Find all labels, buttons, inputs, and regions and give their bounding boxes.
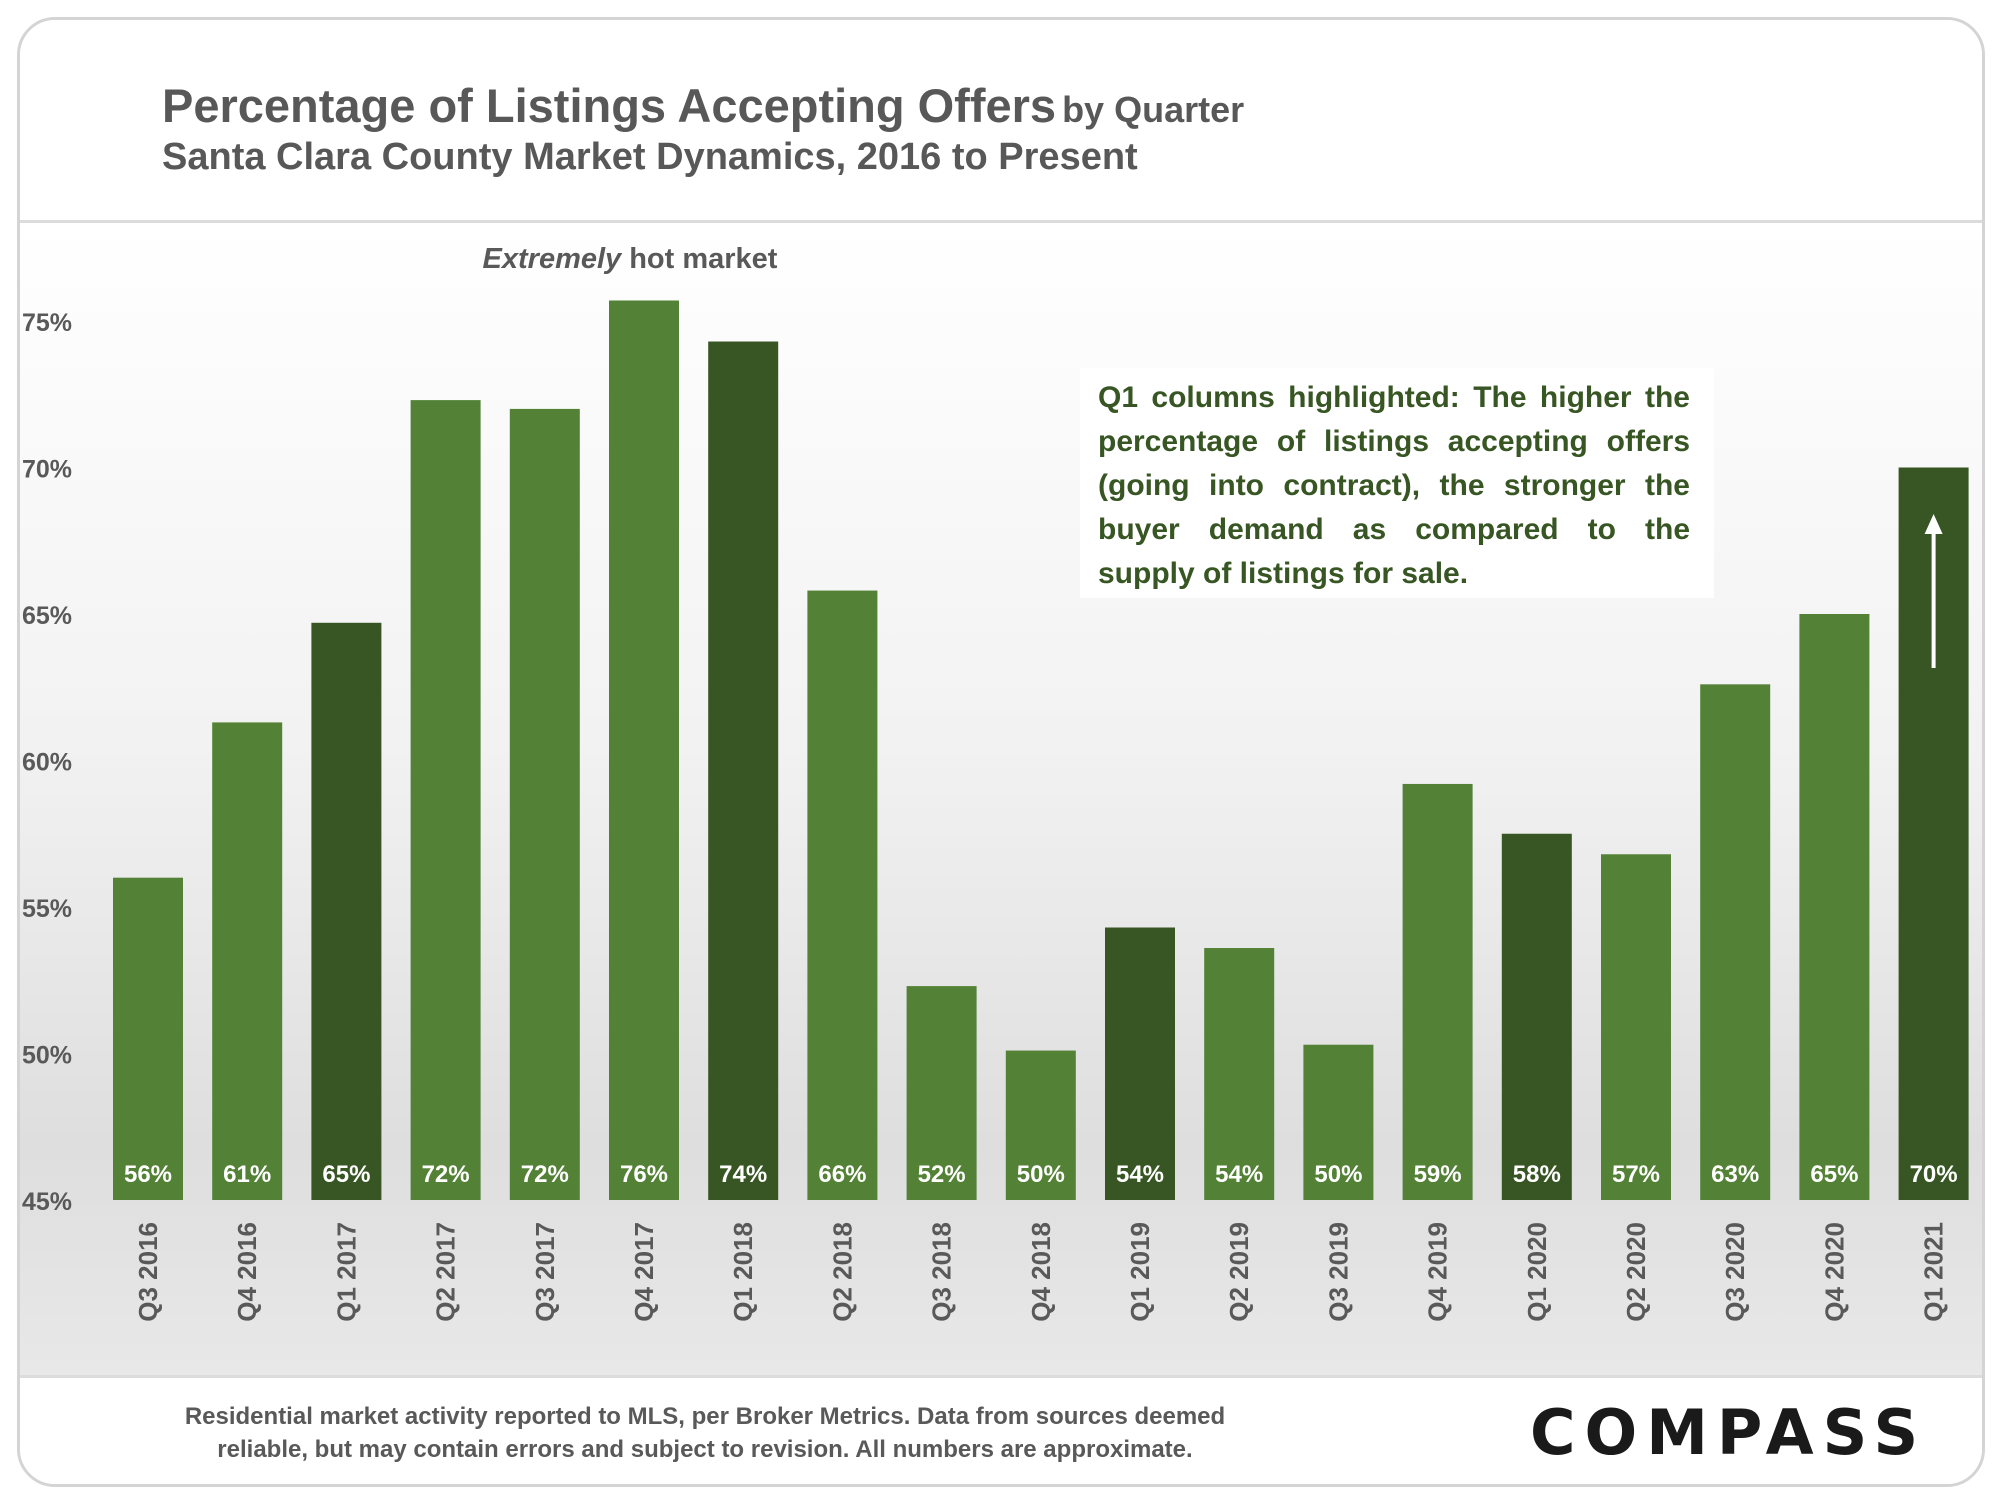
bar-data-label: 65% — [1810, 1161, 1858, 1188]
bar — [212, 722, 283, 1200]
bar — [113, 877, 183, 1200]
x-tick-label: Q4 2017 — [629, 1222, 659, 1322]
bar-data-label: 54% — [1215, 1161, 1263, 1188]
hot-market-rest: hot market — [629, 243, 778, 275]
chart-header: Percentage of Listings Accepting Offers b… — [20, 20, 1982, 223]
annotations-group: Extremely hot market — [483, 243, 1943, 668]
compass-logo: COMPASS — [1530, 1396, 1928, 1469]
bar — [906, 986, 977, 1200]
x-tick-label: Q3 2019 — [1323, 1222, 1353, 1322]
x-tick-label: Q1 2020 — [1522, 1222, 1552, 1322]
bar-data-label: 66% — [818, 1161, 866, 1188]
footnote: Residential market activity reported to … — [170, 1400, 1240, 1466]
x-tick-label: Q1 2018 — [728, 1222, 758, 1322]
bar-data-label: 76% — [620, 1161, 668, 1188]
bar-data-label: 52% — [918, 1161, 966, 1188]
bar — [1303, 1044, 1374, 1200]
x-tick-label: Q3 2017 — [530, 1222, 560, 1322]
x-tick-label: Q4 2018 — [1026, 1222, 1056, 1322]
bar — [807, 590, 878, 1200]
chart-title-main: Percentage of Listings Accepting Offers — [162, 79, 1057, 132]
x-tick-label: Q3 2016 — [133, 1222, 163, 1322]
bar-data-label: 63% — [1711, 1161, 1759, 1188]
footnote-line-1: Residential market activity reported to … — [184, 1403, 1226, 1430]
bar — [1105, 927, 1175, 1200]
bar — [1501, 833, 1572, 1200]
bar — [1700, 684, 1771, 1200]
bar-data-label: 54% — [1116, 1161, 1164, 1188]
bar — [609, 300, 679, 1200]
x-tick-label: Q1 2017 — [331, 1222, 361, 1322]
annotation-note: Q1 columns highlighted: The higher the p… — [1098, 381, 1690, 590]
bar — [1005, 1050, 1076, 1200]
bar-data-label: 50% — [1314, 1161, 1362, 1188]
y-tick-label: 55% — [22, 895, 72, 923]
annotation-box: Q1 columns highlighted: The higher the p… — [1080, 368, 1714, 598]
up-arrow-icon — [1924, 514, 1943, 534]
bar-data-label: 56% — [124, 1161, 172, 1188]
x-tick-label: Q4 2016 — [232, 1222, 262, 1322]
bar — [311, 622, 382, 1200]
bar — [708, 341, 779, 1200]
hot-market-emphasis: Extremely — [483, 243, 624, 275]
bar — [509, 408, 580, 1200]
bars-group: 56% 61% 65% 72% 72% 76% 74% 66% 52% 50% 54% 54% 50% 5… — [113, 300, 1969, 1200]
x-tick-label: Q2 2019 — [1224, 1222, 1254, 1322]
y-axis-labels: 45% 50% 55% 60% 65% 70% 75% — [22, 309, 72, 1216]
y-tick-label: 45% — [22, 1188, 72, 1216]
bar-data-label: 70% — [1910, 1161, 1958, 1188]
bar-data-label: 72% — [521, 1161, 569, 1188]
x-tick-label: Q3 2020 — [1720, 1222, 1750, 1322]
chart-title: Percentage of Listings Accepting Offers b… — [162, 78, 1244, 133]
chart-title-suffix: by Quarter — [1062, 89, 1245, 130]
hot-market-annotation: Extremely hot market — [483, 243, 778, 275]
bar-data-label: 59% — [1414, 1161, 1462, 1188]
y-tick-label: 50% — [22, 1042, 72, 1070]
x-tick-label: Q4 2019 — [1423, 1222, 1453, 1322]
footnote-line-2: reliable, but may contain errors and sub… — [217, 1436, 1193, 1463]
y-tick-label: 60% — [22, 749, 72, 777]
x-tick-label: Q4 2020 — [1819, 1222, 1849, 1322]
x-tick-label: Q1 2021 — [1919, 1222, 1949, 1322]
y-tick-label: 65% — [22, 602, 72, 630]
x-tick-label: Q1 2019 — [1125, 1222, 1155, 1322]
bar — [1601, 854, 1671, 1200]
bar — [1402, 783, 1473, 1200]
chart-footer: Residential market activity reported to … — [20, 1375, 1982, 1484]
y-tick-label: 75% — [22, 309, 72, 337]
bar — [410, 400, 481, 1200]
x-tick-label: Q2 2020 — [1621, 1222, 1651, 1322]
bar-data-label: 72% — [422, 1161, 470, 1188]
x-tick-label: Q3 2018 — [927, 1222, 957, 1322]
x-axis-labels: Q3 2016 Q4 2016 Q1 2017 Q2 2017 Q3 2017 Q4 20… — [133, 1222, 1949, 1322]
bar-data-label: 57% — [1612, 1161, 1660, 1188]
chart-subtitle: Santa Clara County Market Dynamics, 2016… — [162, 136, 1138, 178]
bar-data-label: 65% — [322, 1161, 370, 1188]
bar-data-label: 61% — [223, 1161, 271, 1188]
bar — [1799, 614, 1870, 1200]
x-tick-label: Q2 2017 — [431, 1222, 461, 1322]
bar-data-label: 58% — [1513, 1161, 1561, 1188]
x-tick-label: Q2 2018 — [827, 1222, 857, 1322]
bar — [1204, 948, 1275, 1200]
bar-data-label: 74% — [719, 1161, 767, 1188]
bar-data-label: 50% — [1017, 1161, 1065, 1188]
y-tick-label: 70% — [22, 456, 72, 484]
